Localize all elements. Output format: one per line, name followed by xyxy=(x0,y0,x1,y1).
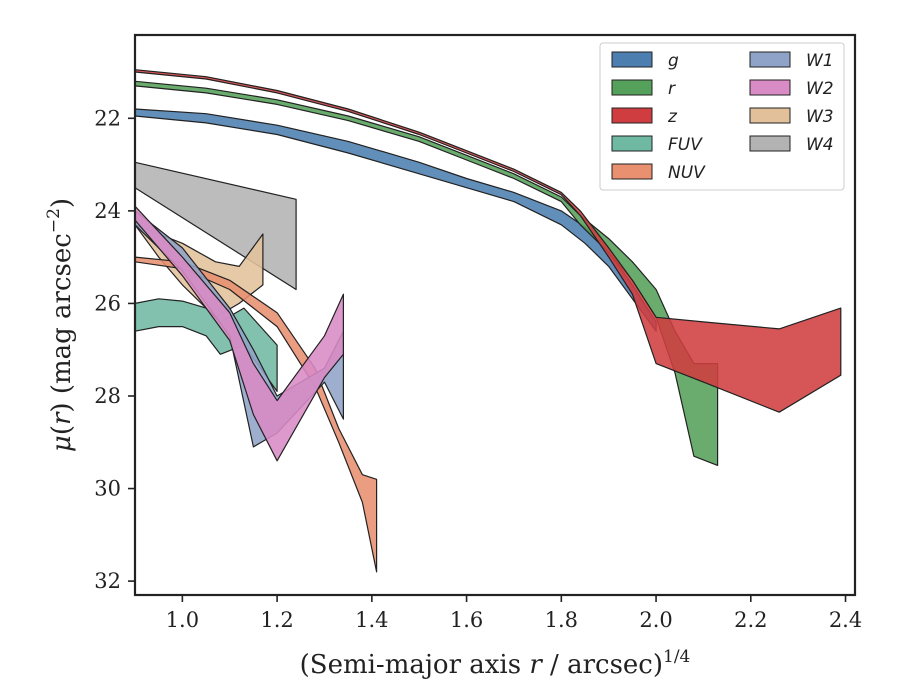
legend-label-w2: W2 xyxy=(806,79,834,99)
band-w2 xyxy=(134,205,344,462)
legend: grz FUV NUV W1 W2 W3 W4 xyxy=(599,42,845,191)
legend-swatch-fuv xyxy=(611,135,653,152)
band-r xyxy=(134,80,719,466)
x-tick-label: 2.0 xyxy=(639,608,672,632)
x-tick-label: 1.2 xyxy=(260,608,293,632)
legend-swatch-nuv xyxy=(611,163,653,180)
bands-layer xyxy=(134,69,842,573)
y-tick-label: 26 xyxy=(94,291,121,315)
y-tick-label: 24 xyxy=(94,199,121,223)
legend-swatch-w3 xyxy=(749,107,791,124)
x-tick-label: 1.4 xyxy=(355,608,388,632)
legend-label-w3: W3 xyxy=(806,107,834,127)
y-tick-label: 30 xyxy=(94,477,121,501)
x-axis-title: (Semi-major axis r / arcsec)1/4 xyxy=(300,647,691,680)
legend-label-r: r xyxy=(668,79,676,99)
legend-swatch-z xyxy=(611,107,653,124)
legend-swatch-g xyxy=(611,51,653,68)
legend-swatch-w1 xyxy=(749,51,791,68)
legend-swatch-w4 xyxy=(749,135,791,152)
x-tick-label: 1.0 xyxy=(166,608,199,632)
x-tick-label: 1.6 xyxy=(450,608,483,632)
x-tick-label: 2.4 xyxy=(829,608,862,632)
y-axis-title: μ(r) (mag arcsec−2) xyxy=(44,198,77,452)
legend-swatch-w2 xyxy=(749,79,791,96)
band-z xyxy=(134,69,842,413)
ticks-layer: 1.0 1.2 1.4 1.6 1.8 2.0 2.2 2.4 22 24 26 28 30 32 xyxy=(94,106,862,632)
band-nuv xyxy=(134,256,378,573)
plot-frame xyxy=(133,33,857,597)
band-fuv xyxy=(134,298,278,392)
legend-label-z: z xyxy=(667,107,678,127)
legend-swatch-r xyxy=(611,79,653,96)
x-tick-label: 2.2 xyxy=(734,608,767,632)
legend-label-w1: W1 xyxy=(806,51,834,71)
legend-label-g: g xyxy=(668,51,679,71)
y-tick-label: 32 xyxy=(94,569,121,593)
y-tick-label: 22 xyxy=(94,106,121,130)
legend-label-w4: W4 xyxy=(806,135,834,155)
x-tick-label: 1.8 xyxy=(545,608,578,632)
legend-label-fuv: FUV xyxy=(668,135,703,155)
legend-label-nuv: NUV xyxy=(668,163,706,183)
y-tick-label: 28 xyxy=(94,384,121,408)
